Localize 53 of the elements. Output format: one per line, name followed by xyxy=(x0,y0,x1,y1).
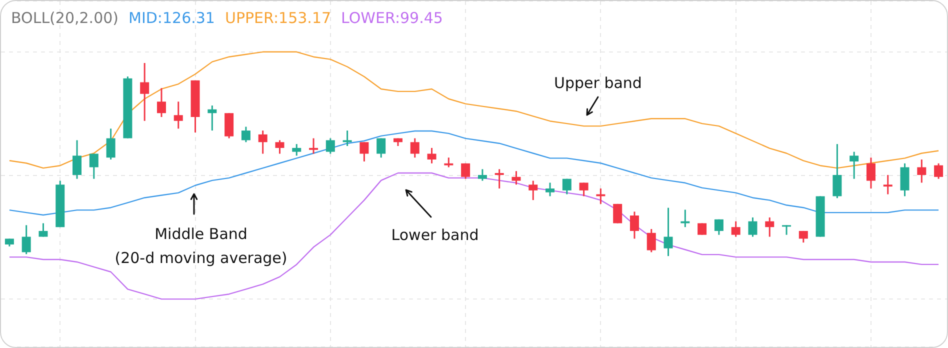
candlestick xyxy=(646,228,656,253)
candlestick xyxy=(900,162,910,197)
candlestick xyxy=(360,141,369,162)
text: MID:126.31 xyxy=(128,9,215,27)
candlestick xyxy=(208,104,217,132)
candlestick xyxy=(427,147,436,164)
candlestick xyxy=(38,222,48,238)
candlestick xyxy=(562,178,572,196)
annotation: Upper band xyxy=(554,74,642,92)
candlestick xyxy=(444,156,454,168)
candlestick xyxy=(156,87,166,118)
candlestick xyxy=(174,100,183,130)
candlestick xyxy=(883,174,892,196)
candlestick xyxy=(292,143,302,156)
candlestick xyxy=(748,216,758,238)
text: LOWER:99.45 xyxy=(341,9,443,27)
candlestick xyxy=(461,162,470,180)
candlestick xyxy=(579,182,588,197)
candlestick xyxy=(224,112,234,140)
candlestick xyxy=(546,182,555,197)
candlestick xyxy=(275,139,284,154)
candlestick xyxy=(376,138,386,158)
candlestick xyxy=(731,220,740,238)
candlestick xyxy=(258,130,268,154)
candlestick xyxy=(309,138,318,154)
candlestick xyxy=(528,180,538,201)
candlestick xyxy=(934,162,944,180)
candlestick xyxy=(630,210,639,240)
candlestick xyxy=(241,126,250,143)
candlestick xyxy=(765,216,774,238)
candlestick xyxy=(698,222,707,236)
candlestick xyxy=(410,138,420,158)
annotation: Lower band xyxy=(391,226,479,244)
candlestick xyxy=(512,170,521,186)
text: UPPER:153.17 xyxy=(224,9,332,27)
candlestick xyxy=(866,156,876,190)
candlestick xyxy=(850,151,859,180)
candlestick xyxy=(89,152,98,180)
candlestick xyxy=(782,224,792,236)
candlestick xyxy=(72,139,82,180)
candlestick xyxy=(664,207,673,257)
candlestick xyxy=(832,143,842,199)
candlestick xyxy=(478,168,487,182)
candlestick xyxy=(106,128,116,160)
candlestick xyxy=(22,224,31,255)
candlestick xyxy=(714,218,724,236)
candlestick xyxy=(494,168,504,190)
annotation: Middle Band (20-d moving average) xyxy=(114,224,288,267)
candlestick xyxy=(326,138,335,154)
chart-title: BOLL(20,2.00) xyxy=(11,9,119,27)
candlestick xyxy=(917,158,926,184)
candlestick xyxy=(140,62,150,122)
candlestick xyxy=(342,130,352,147)
